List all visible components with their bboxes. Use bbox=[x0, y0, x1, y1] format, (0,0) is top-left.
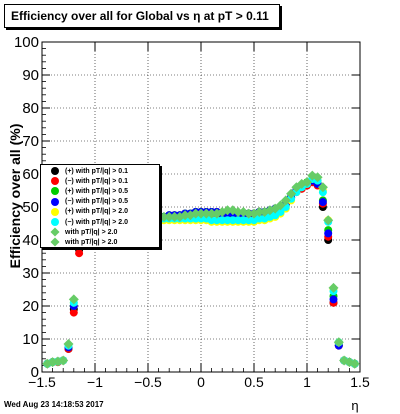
data-point bbox=[164, 211, 175, 222]
y-tick-label: 20 bbox=[22, 298, 39, 315]
legend-marker bbox=[51, 177, 59, 186]
legend-entry: (−) with pT/|q| > 2.0 bbox=[41, 217, 159, 227]
axis-ticks: 0 10 20 30 40 50 60 70 80 90 100 −1.5 −1 −0.5 0 0.5 1 1.5 bbox=[14, 34, 370, 390]
legend-marker bbox=[50, 227, 60, 237]
y-tick-label: 60 bbox=[22, 166, 39, 183]
legend-entry: with pT/|q| > 2.0 bbox=[41, 237, 159, 247]
data-point bbox=[63, 338, 74, 349]
chart-title: Efficiency over all for Global vs η at p… bbox=[4, 4, 280, 28]
data-point bbox=[275, 200, 286, 211]
data-point bbox=[243, 208, 254, 219]
data-point bbox=[302, 177, 312, 188]
x-tick-label: −1.5 bbox=[28, 374, 56, 390]
series-6 bbox=[42, 170, 360, 369]
data-point bbox=[333, 337, 344, 348]
data-point bbox=[317, 182, 328, 193]
data-point bbox=[324, 229, 333, 238]
y-tick-label: 0 bbox=[31, 364, 39, 381]
data-point bbox=[201, 208, 212, 219]
legend-label: (−) with pT/|q| > 0.5 bbox=[65, 198, 129, 206]
legend-label: (+) with pT/|q| > 0.1 bbox=[65, 167, 129, 175]
legend-entry: (+) with pT/|q| > 0.5 bbox=[41, 186, 159, 196]
y-tick-label: 10 bbox=[22, 331, 39, 348]
data-point bbox=[233, 206, 244, 217]
x-tick-label: 0.5 bbox=[244, 374, 264, 390]
x-tick-label: 0 bbox=[197, 374, 205, 390]
data-point bbox=[329, 295, 338, 304]
legend-label: with pT/|q| > 2.0 bbox=[65, 228, 118, 236]
x-tick-label: −0.5 bbox=[134, 374, 162, 390]
data-point bbox=[328, 282, 339, 293]
legend-label: (+) with pT/|q| > 0.5 bbox=[65, 187, 129, 195]
y-tick-label: 30 bbox=[22, 265, 39, 282]
legend-marker bbox=[50, 237, 60, 247]
y-axis-label: Efficiency over all (%) bbox=[7, 124, 23, 269]
legend-label: (+) with pT/|q| > 2.0 bbox=[65, 208, 129, 216]
legend-entry: (−) with pT/|q| > 0.1 bbox=[41, 176, 159, 186]
legend-entry: (+) with pT/|q| > 0.1 bbox=[41, 166, 159, 176]
data-point bbox=[222, 205, 233, 216]
timestamp-footer: Wed Aug 23 14:18:53 2017 bbox=[4, 400, 104, 409]
y-tick-label: 50 bbox=[22, 199, 39, 216]
legend: (+) with pT/|q| > 0.1 (−) with pT/|q| > 0… bbox=[40, 164, 160, 248]
data-point bbox=[323, 215, 334, 226]
legend-marker bbox=[51, 197, 59, 206]
data-point bbox=[196, 208, 206, 219]
data-point bbox=[75, 249, 84, 258]
data-point bbox=[190, 208, 201, 219]
legend-entry: (+) with pT/|q| > 2.0 bbox=[41, 207, 159, 217]
legend-entry: (−) with pT/|q| > 0.5 bbox=[41, 197, 159, 207]
data-point bbox=[318, 198, 327, 207]
data-point bbox=[312, 172, 323, 183]
y-tick-label: 100 bbox=[14, 34, 39, 51]
legend-label: (−) with pT/|q| > 0.1 bbox=[65, 177, 129, 185]
data-point bbox=[180, 210, 191, 221]
data-point bbox=[254, 206, 265, 217]
legend-marker bbox=[51, 207, 59, 216]
data-point bbox=[69, 308, 78, 317]
data-point bbox=[58, 355, 69, 366]
y-tick-label: 90 bbox=[22, 67, 39, 84]
legend-marker bbox=[51, 187, 59, 196]
grid-lines bbox=[42, 42, 360, 372]
data-point bbox=[286, 188, 297, 199]
y-tick-label: 70 bbox=[22, 133, 39, 150]
legend-label: with pT/|q| > 2.0 bbox=[65, 238, 118, 246]
data-point bbox=[158, 211, 169, 222]
x-tick-label: −1 bbox=[87, 374, 103, 390]
legend-entry: with pT/|q| > 2.0 bbox=[41, 227, 159, 237]
y-tick-label: 80 bbox=[22, 100, 39, 117]
data-point bbox=[349, 358, 360, 369]
data-point bbox=[280, 195, 291, 206]
data-point bbox=[169, 211, 180, 222]
x-tick-label: 1.5 bbox=[350, 374, 370, 390]
y-tick-label: 40 bbox=[22, 232, 39, 249]
legend-marker bbox=[51, 218, 59, 227]
data-point bbox=[68, 294, 79, 305]
legend-label: (−) with pT/|q| > 2.0 bbox=[65, 218, 129, 226]
x-axis-label: η bbox=[351, 398, 358, 413]
legend-marker bbox=[51, 167, 59, 176]
data-point bbox=[206, 208, 217, 219]
x-tick-label: 1 bbox=[303, 374, 311, 390]
